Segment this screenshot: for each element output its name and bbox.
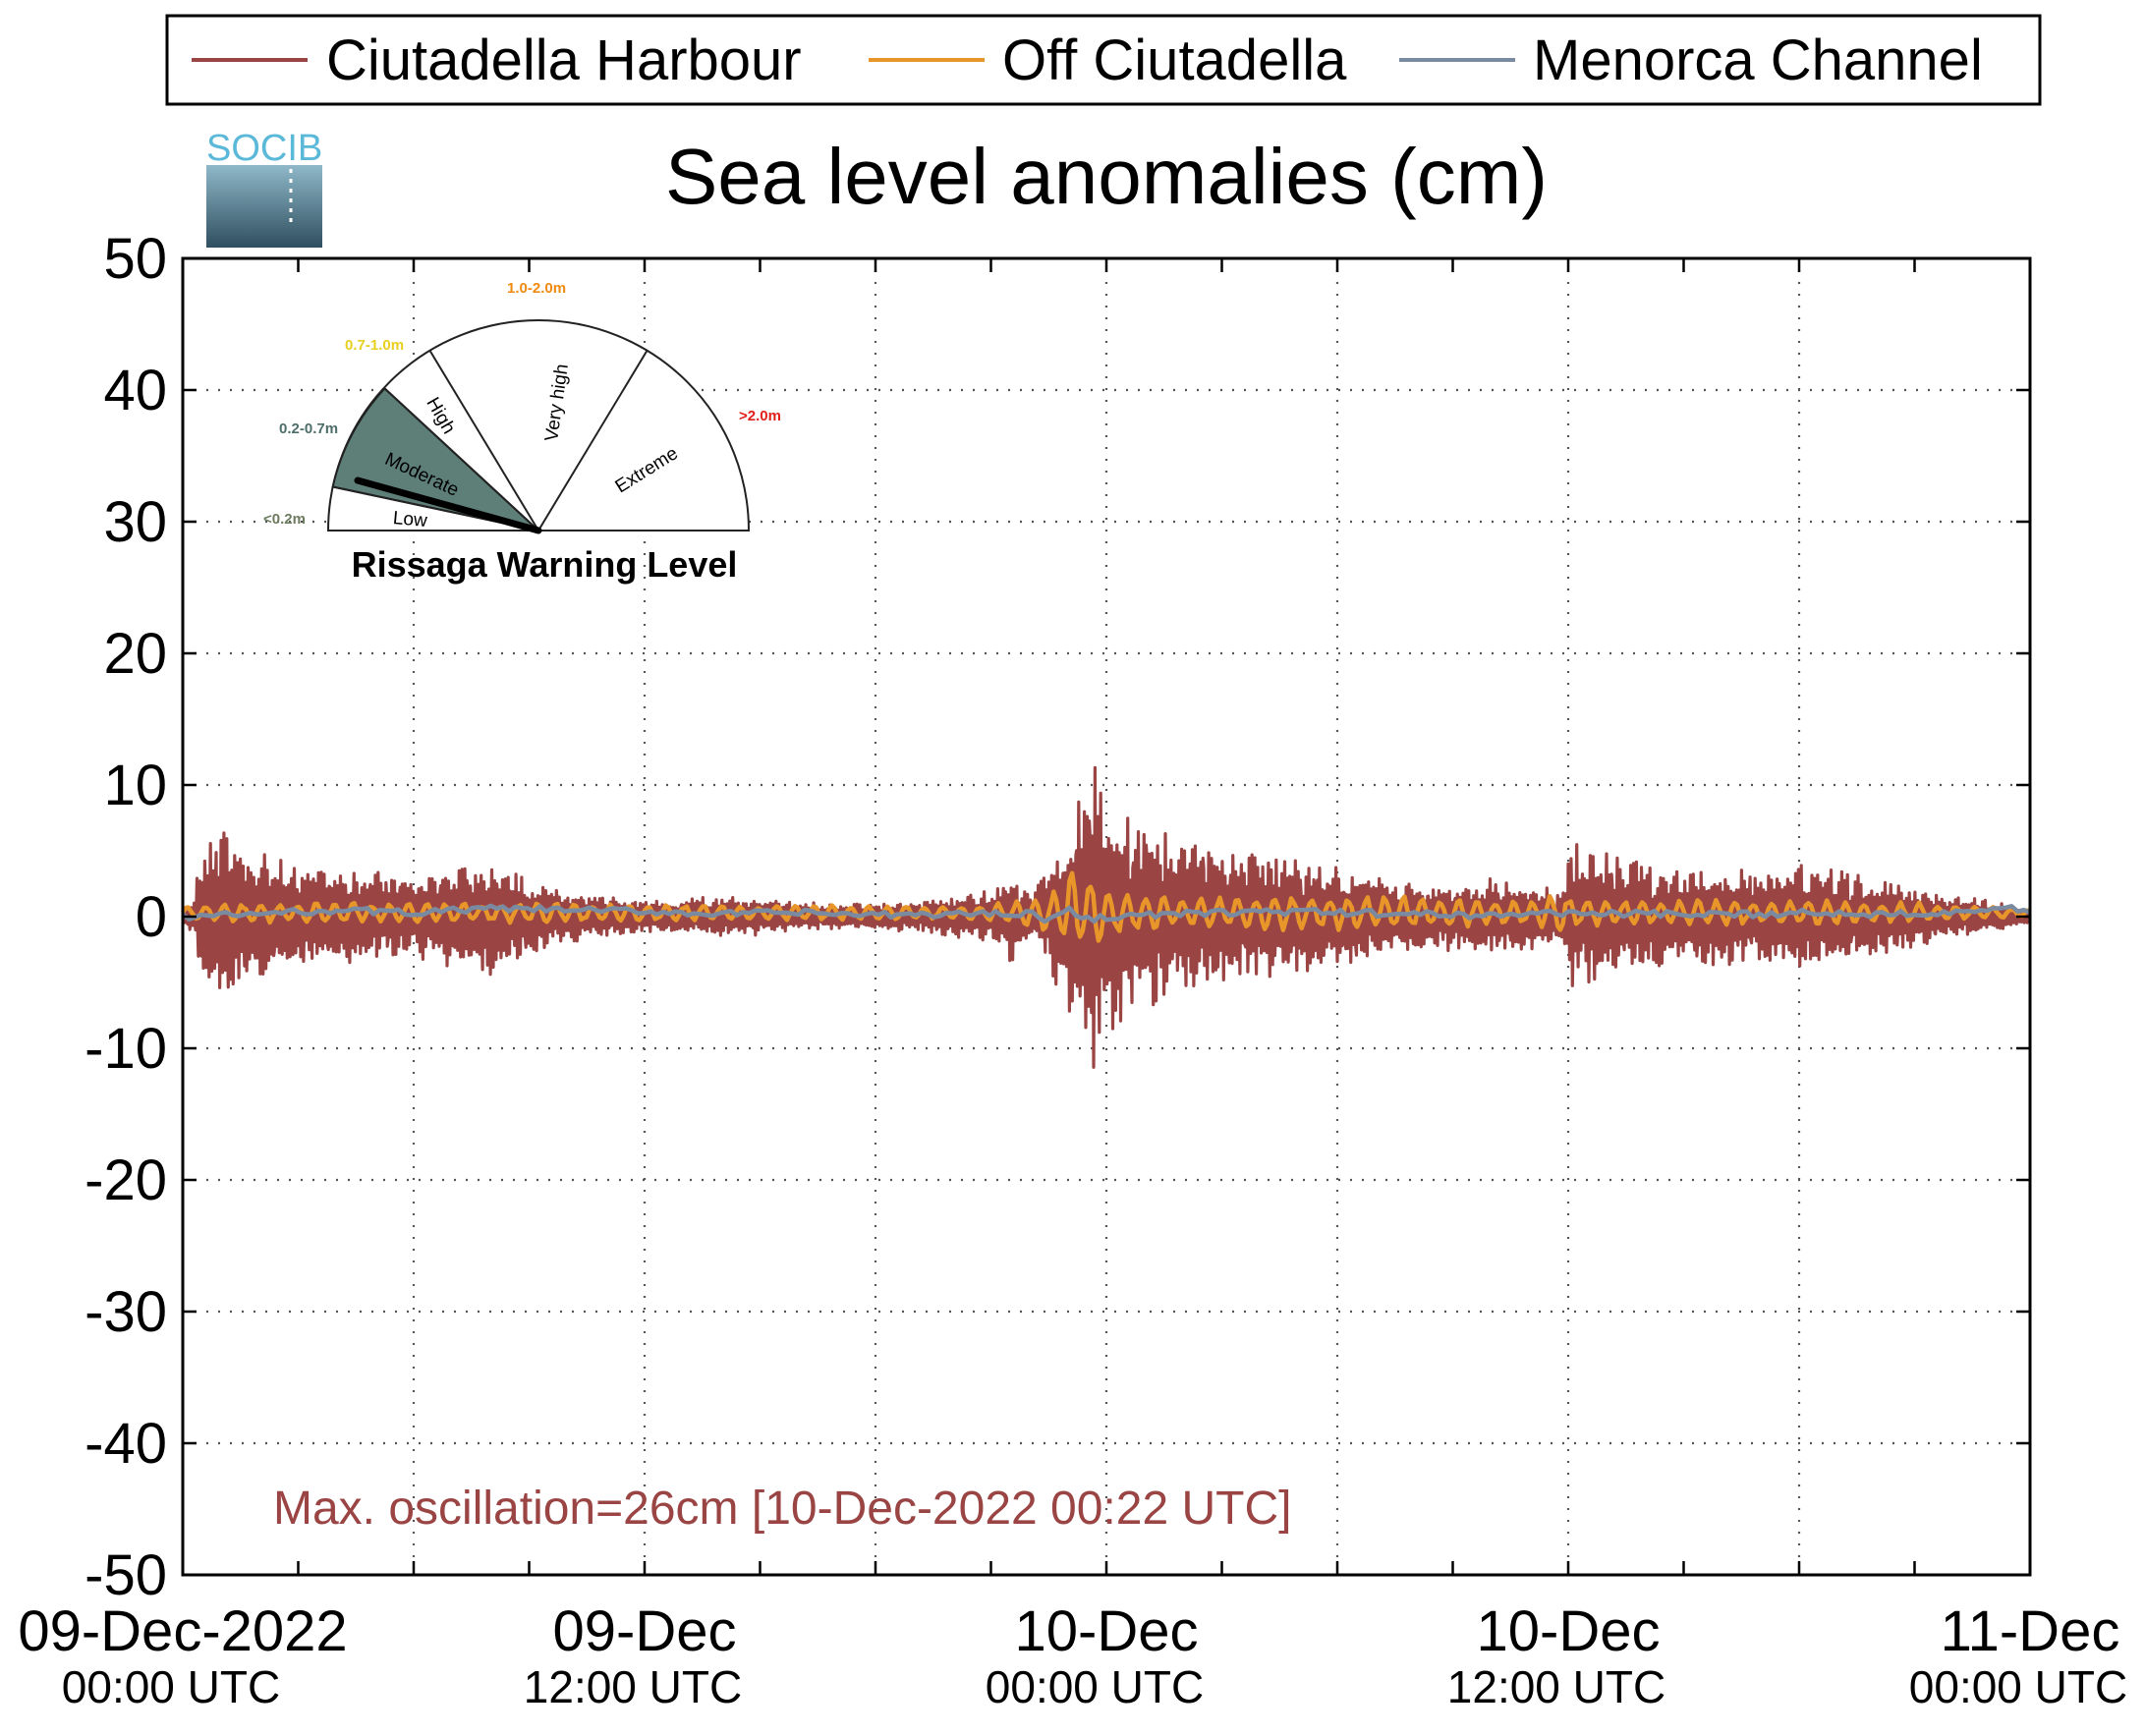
- gauge-range-high: 0.7-1.0m: [345, 337, 404, 354]
- y-tick-label: 40: [103, 359, 167, 422]
- y-tick-label: 10: [103, 754, 167, 817]
- gauge-divider-2: [383, 387, 539, 532]
- max-oscillation-annotation: Max. oscillation=26cm [10-Dec-2022 00:22…: [273, 1483, 1291, 1535]
- chart-title: Sea level anomalies (cm): [665, 133, 1548, 220]
- series-off-ciutadella: [181, 870, 2031, 943]
- y-tick-label: -20: [85, 1148, 167, 1212]
- gauge-title: Rissaga Warning Level: [352, 544, 738, 585]
- y-tick-labels: 50 40 30 20 10 0 -10 -20 -30 -40 -50: [85, 227, 167, 1607]
- x-tick-label-date: 10-Dec: [1477, 1599, 1661, 1663]
- x-tick-label-time: 12:00 UTC: [524, 1661, 742, 1712]
- legend-label-off-ciutadella: Off Ciutadella: [1002, 28, 1347, 92]
- legend: Ciutadella Harbour Off Ciutadella Menorc…: [165, 14, 2042, 106]
- x-tick-label-date: 10-Dec: [1015, 1599, 1199, 1663]
- gauge-label-low: Low: [392, 508, 428, 532]
- y-tick-label: -50: [85, 1543, 167, 1607]
- gauge-divider-3: [428, 349, 539, 532]
- x-tick-label-time: 00:00 UTC: [62, 1661, 280, 1712]
- y-tick-label: -10: [85, 1017, 167, 1081]
- gauge-needle: [354, 476, 542, 534]
- x-tick-label-date: 11-Dec: [1941, 1599, 2120, 1663]
- y-tick-label: -40: [85, 1412, 167, 1476]
- y-tick-label: 20: [103, 622, 167, 686]
- x-tick-label-date: 09-Dec-2022: [18, 1599, 347, 1663]
- legend-label-menorca-channel: Menorca Channel: [1533, 28, 1983, 92]
- gauge-sector-moderate: [331, 386, 542, 532]
- gauge-range-low: <0.2m: [263, 511, 306, 528]
- y-tick-label: 50: [103, 227, 167, 291]
- x-tick-label-time: 00:00 UTC: [1909, 1661, 2127, 1712]
- legend-frame: [165, 14, 2042, 106]
- socib-logo: SOCIB: [206, 128, 322, 248]
- x-tick-label-time: 12:00 UTC: [1447, 1661, 1665, 1712]
- gauge-range-moderate: 0.2-0.7m: [279, 420, 338, 437]
- y-tick-label: 0: [136, 885, 167, 949]
- socib-logo-text: SOCIB: [206, 128, 322, 169]
- legend-label-ciutadella-harbour: Ciutadella Harbour: [326, 28, 802, 92]
- gauge-range-very-high: 1.0-2.0m: [507, 280, 566, 297]
- x-tick-label-date: 09-Dec: [553, 1599, 737, 1663]
- gauge-range-extreme: >2.0m: [739, 408, 781, 424]
- socib-logo-block: [206, 165, 322, 248]
- series-menorca-channel: [181, 903, 2031, 924]
- y-tick-label: 30: [103, 490, 167, 554]
- axis-ticks: [181, 256, 2032, 1577]
- rissaga-gauge: Low Moderate High Very high Extreme <0.2…: [263, 280, 781, 585]
- gauge-divider-4: [537, 349, 649, 532]
- series-layer: [181, 765, 2032, 1069]
- y-tick-label: -30: [85, 1280, 167, 1344]
- x-tick-label-time: 00:00 UTC: [986, 1661, 1204, 1712]
